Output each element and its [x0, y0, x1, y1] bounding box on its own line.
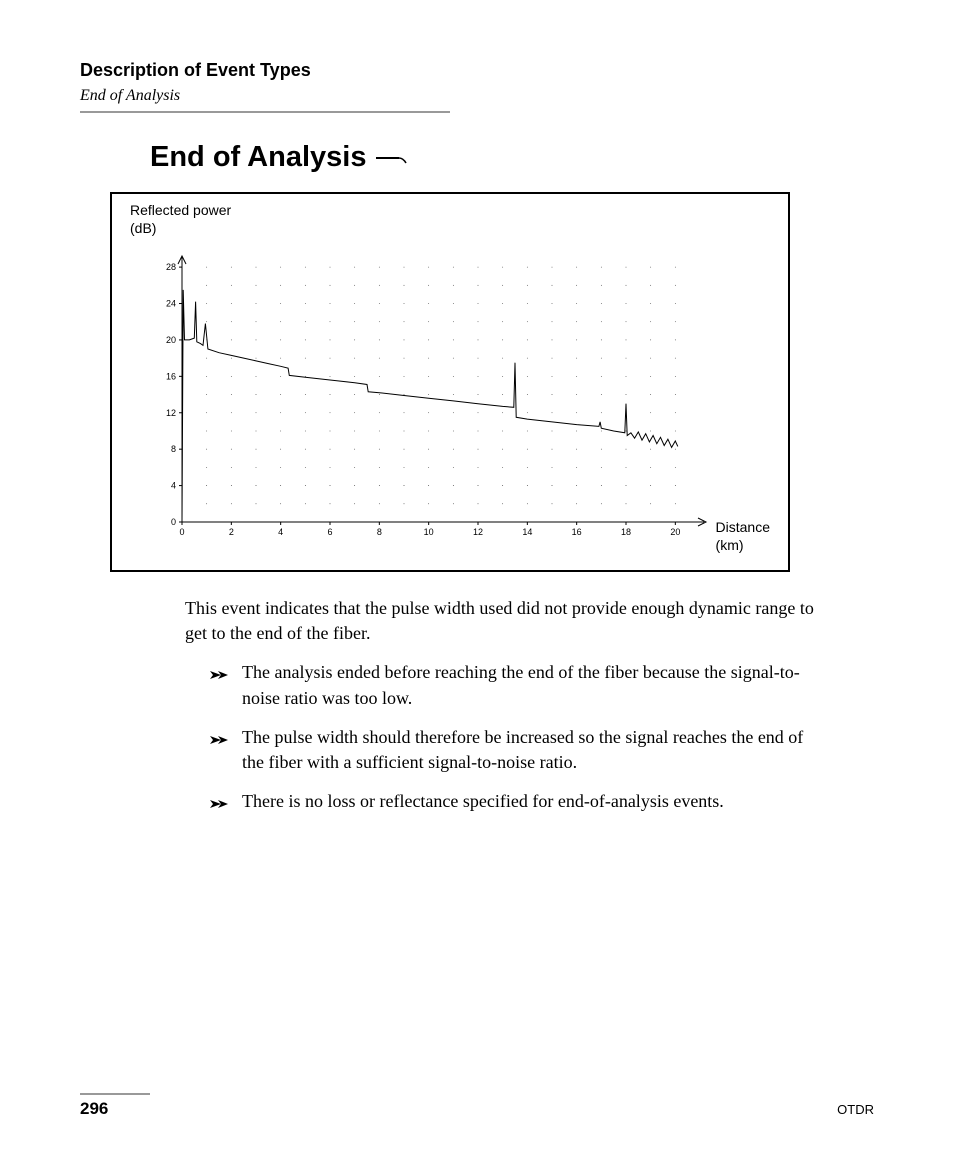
- footer-doc-label: OTDR: [837, 1102, 874, 1117]
- svg-text:8: 8: [377, 527, 382, 537]
- bullet-text: The pulse width should therefore be incr…: [242, 725, 814, 775]
- header-rule: [80, 111, 450, 113]
- end-of-analysis-icon: [376, 151, 412, 165]
- header-subtitle: End of Analysis: [80, 87, 874, 105]
- svg-text:16: 16: [166, 371, 176, 381]
- svg-text:28: 28: [166, 262, 176, 272]
- svg-text:4: 4: [171, 481, 176, 491]
- x-axis-label-line1: Distance: [716, 519, 770, 535]
- svg-text:4: 4: [278, 527, 283, 537]
- bullet-item: The pulse width should therefore be incr…: [210, 725, 814, 775]
- bullet-item: There is no loss or reflectance specifie…: [210, 789, 814, 818]
- svg-text:14: 14: [522, 527, 532, 537]
- intro-paragraph: This event indicates that the pulse widt…: [185, 596, 814, 646]
- page: Description of Event Types End of Analys…: [0, 0, 954, 1159]
- y-axis-label-line1: Reflected power: [130, 202, 231, 218]
- y-axis-label: Reflected power (dB): [130, 202, 231, 237]
- y-axis-label-line2: (dB): [130, 220, 156, 236]
- svg-text:2: 2: [229, 527, 234, 537]
- svg-text:10: 10: [424, 527, 434, 537]
- footer-rule: [80, 1093, 150, 1095]
- arrow-bullet-icon: [210, 664, 228, 689]
- plot-area: 048121620242802468101214161820: [160, 252, 720, 542]
- svg-text:18: 18: [621, 527, 631, 537]
- svg-text:0: 0: [171, 517, 176, 527]
- arrow-bullet-icon: [210, 729, 228, 754]
- x-axis-label: Distance (km): [716, 519, 770, 554]
- svg-text:8: 8: [171, 444, 176, 454]
- bullet-text: There is no loss or reflectance specifie…: [242, 789, 724, 814]
- footer: 296 OTDR: [80, 1093, 874, 1119]
- arrow-bullet-icon: [210, 793, 228, 818]
- footer-row: 296 OTDR: [80, 1099, 874, 1119]
- svg-text:12: 12: [166, 408, 176, 418]
- section-title-row: End of Analysis: [150, 141, 874, 174]
- svg-text:20: 20: [166, 335, 176, 345]
- svg-text:20: 20: [670, 527, 680, 537]
- bullet-list: The analysis ended before reaching the e…: [210, 660, 814, 818]
- svg-text:6: 6: [327, 527, 332, 537]
- section-title: End of Analysis: [150, 141, 366, 174]
- svg-text:24: 24: [166, 299, 176, 309]
- bullet-item: The analysis ended before reaching the e…: [210, 660, 814, 710]
- header-title: Description of Event Types: [80, 60, 874, 81]
- otdr-chart: Reflected power (dB) Distance (km) 0 4 8 12…: [110, 192, 790, 572]
- plot-svg: 048121620242802468101214161820: [160, 252, 720, 542]
- svg-text:12: 12: [473, 527, 483, 537]
- svg-text:16: 16: [572, 527, 582, 537]
- bullet-text: The analysis ended before reaching the e…: [242, 660, 814, 710]
- svg-text:0: 0: [179, 527, 184, 537]
- page-number: 296: [80, 1099, 108, 1119]
